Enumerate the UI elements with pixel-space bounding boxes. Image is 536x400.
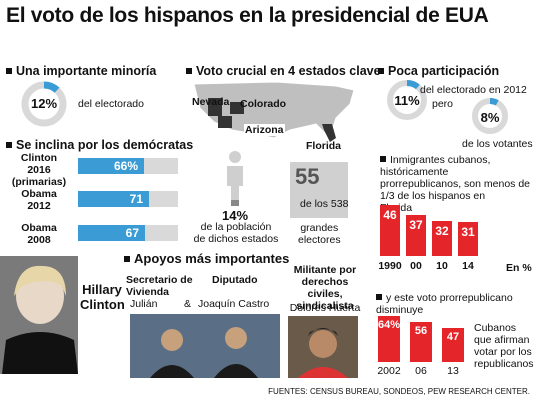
bullet-icon (124, 255, 130, 262)
nevada-shape (208, 98, 222, 116)
participation-ring-1 (387, 80, 427, 120)
colorado-shape (230, 102, 244, 114)
person-icon (227, 151, 243, 206)
electors-box (290, 162, 348, 218)
cubans-bar: 37 (406, 215, 426, 256)
vote-bar-year: 13 (447, 365, 459, 377)
huerta-photo-shape (298, 328, 348, 378)
name-huerta: Dolores Huerta (289, 302, 361, 314)
clinton-photo (0, 256, 78, 374)
cubans-bar-year: 00 (410, 260, 422, 272)
bullet-icon (380, 156, 386, 163)
vote-bar-year: 2002 (377, 365, 401, 377)
democrats-bar-label: Obama 2012 (21, 188, 57, 212)
democrats-bar-label: Clinton 2016 (primarias) (11, 152, 67, 188)
vote-bar-year: 06 (415, 365, 427, 377)
cubans-bar: 46 (380, 205, 400, 256)
bullet-icon (376, 294, 382, 301)
participation-ring-2-label: 8% (480, 110, 500, 125)
state-florida: Florida (306, 140, 342, 152)
page-title: El voto de los hispanos en la presidenci… (6, 4, 489, 27)
democrats-bar-label: Obama 2008 (21, 222, 57, 246)
minority-text: del electorado (78, 98, 144, 110)
clinton-photo-shape (2, 265, 78, 374)
cubans-bar: 31 (458, 222, 478, 256)
minority-heading: Una importante minoría (6, 64, 156, 78)
ampersand: & (184, 298, 192, 310)
population-text: de la población de dichos estados (193, 221, 279, 245)
participation-pero: pero (432, 98, 454, 110)
arizona-shape (218, 116, 232, 128)
cubans-text: Inmigrantes cubanos, históricamente pror… (380, 154, 531, 214)
participation-ring-1-label: 11% (394, 93, 420, 108)
minority-percent: 12% (30, 96, 58, 111)
support-heading: Apoyos más importantes (124, 251, 289, 266)
minority-ring (21, 81, 67, 127)
role-joaquin: Diputado (212, 274, 258, 286)
participation-heading: Poca participación (378, 64, 499, 78)
state-colorado: Colorado (240, 98, 287, 110)
bullet-icon (6, 67, 12, 74)
democrats-bar: 67 (78, 225, 145, 241)
participation-ring-2 (472, 98, 508, 134)
role-julian: Secretario de Vivienda (126, 274, 193, 298)
castro-photo (130, 314, 280, 378)
population-percent: 14% (221, 208, 249, 223)
participation-ring-1-text: del electorado en 2012 (420, 84, 527, 96)
electors-of: de los 538 (300, 198, 349, 210)
participation-ring-2-text: de los votantes (462, 138, 533, 150)
electors-value: 55 (295, 164, 320, 189)
democrats-heading: Se inclina por los demócratas (6, 138, 193, 152)
name-joaquin: Joaquín Castro (198, 298, 270, 310)
role-huerta: Militante por derechos civiles, sindical… (293, 264, 357, 312)
democrats-bar: 71 (78, 191, 149, 207)
bullet-icon (378, 67, 384, 74)
cubans-unit: En % (506, 262, 532, 274)
vote-bar: 56 (410, 322, 432, 362)
vote-bar: 64% (378, 316, 400, 362)
florida-shape (322, 124, 336, 142)
vote-legend: Cubanos que afirman votar por los republ… (474, 322, 534, 370)
bullet-icon (6, 141, 12, 148)
footer-sources: FUENTES: CENSUS BUREAU, SONDEOS, PEW RES… (268, 387, 530, 396)
name-julian: Julián (130, 298, 158, 310)
vote-bar: 47 (442, 328, 464, 362)
cubans-bar-year: 1990 (378, 260, 402, 272)
huerta-photo (288, 316, 358, 378)
state-arizona: Arizona (244, 124, 285, 136)
us-map (193, 81, 355, 142)
bullet-icon (186, 67, 192, 74)
clinton-name: Hillary Clinton (80, 282, 125, 312)
castro-photo-shape (150, 327, 258, 378)
cubans-bar-year: 10 (436, 260, 448, 272)
cubans-bar-year: 14 (462, 260, 474, 272)
cubans-bar: 32 (432, 221, 452, 256)
vote-text: y este voto prorrepublicano disminuye (376, 292, 513, 316)
state-nevada: Nevada (192, 96, 230, 108)
states-heading: Voto crucial en 4 estados clave (186, 64, 381, 78)
electors-text: grandes electores (298, 222, 341, 246)
democrats-bar: 66% (78, 158, 144, 174)
